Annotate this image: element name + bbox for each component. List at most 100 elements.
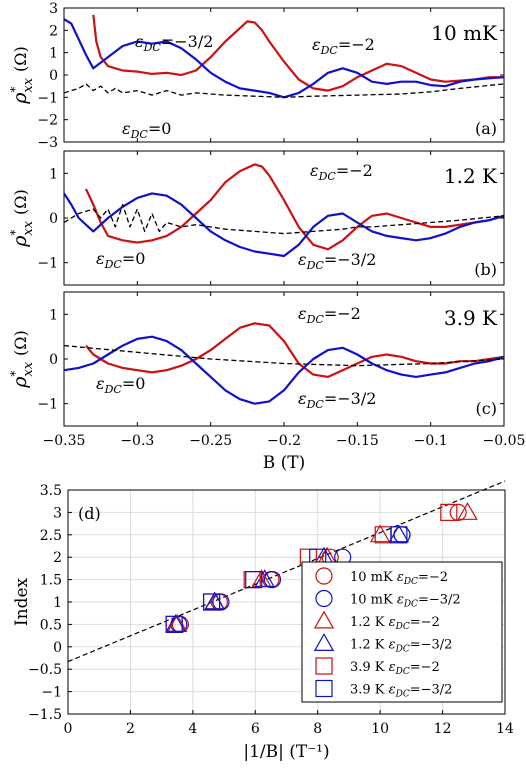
legend-label: 1.2 K εDC=−2 [350, 615, 440, 632]
y-tick-label: 3 [49, 1, 58, 17]
panel-b: −1 0 1 εDC=−2 εDC=0 εDC=−3/2 1.2 K (b) ρ*xx(Ω) [8, 150, 505, 286]
y-tick-label: 1 [53, 595, 62, 611]
y-axis-label: ρ*xx(Ω) [8, 330, 36, 389]
y-tick-label: 1 [49, 166, 58, 182]
annotation-blue: εDC=−3/2 [298, 389, 376, 411]
y-tick-label: −2 [37, 113, 58, 129]
y-axis-label: ρ*xx(Ω) [8, 189, 36, 248]
y-tick-label: 2.5 [40, 528, 62, 544]
panel-c: −1 0 1 εDC=−2 εDC=0 εDC=−3/2 3.9 K (c) ρ*xx(Ω) [8, 291, 505, 427]
x-tick-label: −0.2 [267, 433, 301, 449]
y-tick-label: 3.5 [40, 483, 62, 499]
y-tick-label: 1 [49, 46, 58, 62]
x-tick-label: 8 [313, 721, 322, 737]
x-axis-label: B (T) [263, 453, 306, 473]
x-tick-label: 6 [251, 721, 260, 737]
legend-label: 3.9 K εDC=−3/2 [350, 683, 452, 700]
series-line-red [85, 163, 504, 251]
annotation-red: εDC=−2 [310, 161, 373, 183]
series-line-blue [64, 18, 504, 99]
annotation-red: εDC=−2 [312, 35, 375, 57]
scatter-panel: 0 2 4 6 8 10 12 14 −1.5 −1 −0.5 0 0.5 1 1.5 2 2.5 3 3.5 (d)… [12, 480, 514, 762]
y-axis-label: ρ*xx(Ω) [8, 46, 36, 105]
x-tick-label: −0.35 [43, 433, 86, 449]
data-point-circle-blue [212, 593, 230, 611]
series-line-black [64, 344, 504, 367]
annotation-red: εDC=−2 [298, 304, 361, 326]
y-tick-label: 0.5 [40, 617, 62, 633]
legend-marker-square-blue [315, 679, 333, 698]
y-tick-label: 0 [53, 640, 62, 656]
y-tick-label: 0 [49, 211, 58, 227]
legend-marker-triangle-blue [313, 633, 335, 652]
data-point-circle-blue [263, 570, 282, 589]
y-axis-label: Index [12, 577, 32, 626]
data-point-square-blue [390, 526, 408, 544]
temperature-label: 1.2 K [444, 164, 498, 188]
x-tick-label: −0.1 [414, 433, 448, 449]
series-line-black [64, 83, 504, 98]
x-tick-label: −0.3 [120, 433, 154, 449]
y-tick-label: 0 [49, 352, 58, 368]
y-tick-label: 0 [49, 68, 58, 84]
y-tick-label: 2 [49, 23, 58, 39]
data-point-triangle-blue [388, 524, 410, 543]
x-tick-label: −0.15 [336, 433, 379, 449]
legend-marker-circle-red [315, 567, 333, 585]
fit-line [67, 480, 506, 663]
y-tick-label: −3 [37, 135, 58, 151]
x-tick-label: 4 [188, 721, 197, 737]
y-tick-label: 1.5 [40, 573, 62, 589]
series-line-black [64, 203, 504, 235]
y-tick-label: −1 [41, 685, 62, 701]
y-tick-label: 1 [49, 307, 58, 323]
legend-marker-triangle-red [313, 610, 335, 629]
panel-a: −3 −2 −1 0 1 2 3 εDC=−3/2 εDC=−2 εDC=0 10 mK (a) ρ*x… [8, 1, 505, 151]
data-point-square-blue [165, 615, 183, 634]
y-tick-label: −1.5 [28, 707, 62, 723]
series-line-red [85, 322, 504, 378]
legend-label: 10 mK εDC=−2 [350, 570, 448, 587]
series-line-blue [64, 335, 504, 405]
legend-label: 1.2 K εDC=−3/2 [350, 638, 452, 655]
data-point-triangle-blue [165, 613, 186, 632]
y-tick-label: −1 [37, 397, 58, 413]
annotation-black: εDC=0 [96, 374, 145, 396]
panel-frame [63, 291, 505, 427]
legend-box [301, 561, 503, 703]
panel-tag: (c) [476, 399, 497, 418]
panel-tag: (d) [78, 504, 101, 523]
x-tick-label: 10 [371, 721, 389, 737]
x-axis-label: |1/B| (T⁻¹) [243, 742, 329, 762]
temperature-label: 10 mK [431, 21, 498, 45]
series-line-blue [64, 192, 504, 258]
x-tick-label: 14 [496, 721, 514, 737]
x-tick-label: −0.25 [189, 433, 232, 449]
x-tick-label: 12 [434, 721, 452, 737]
legend-marker-square-red [315, 657, 333, 675]
y-tick-label: 3 [53, 505, 62, 521]
data-point-circle-red [449, 503, 467, 522]
data-point-square-blue [202, 593, 221, 611]
annotation-black: εDC=0 [122, 119, 171, 141]
temperature-label: 3.9 K [444, 306, 498, 330]
line-panels: −3 −2 −1 0 1 2 3 εDC=−3/2 εDC=−2 εDC=0 10 mK (a) ρ*x… [8, 1, 525, 473]
panel-tag: (b) [474, 260, 497, 279]
y-tick-label: −0.5 [28, 662, 62, 678]
plot-frame [67, 489, 506, 715]
y-tick-label: 2 [53, 550, 62, 566]
x-tick-label: 2 [126, 721, 135, 737]
x-tick-label: 0 [64, 721, 73, 737]
data-point-triangle-red [457, 501, 478, 520]
y-tick-label: −1 [37, 90, 58, 106]
x-tick-label: −0.05 [483, 433, 526, 449]
series-line-red [92, 14, 504, 92]
panel-tag: (a) [475, 119, 497, 138]
annotation-blue: εDC=−3/2 [135, 32, 213, 54]
legend-marker-circle-blue [315, 589, 333, 608]
legend-label: 10 mK εDC=−3/2 [350, 593, 461, 610]
y-tick-label: −1 [37, 256, 58, 272]
annotation-black: εDC=0 [96, 249, 145, 271]
legend-label: 3.9 K εDC=−2 [350, 660, 440, 677]
